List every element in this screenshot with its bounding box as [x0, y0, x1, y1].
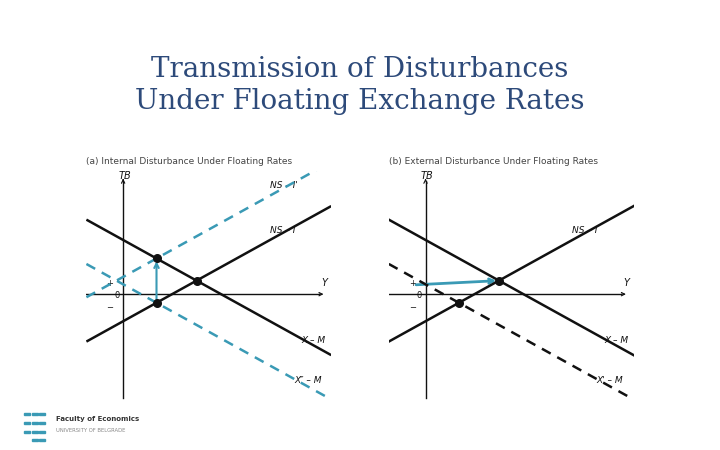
Text: Under Floating Exchange Rates: Under Floating Exchange Rates	[135, 88, 585, 115]
Point	[150, 299, 162, 306]
Text: 0: 0	[417, 291, 422, 300]
Text: X″ – M: X″ – M	[294, 376, 322, 385]
Text: X' – M: X' – M	[597, 376, 624, 385]
Text: +: +	[107, 279, 113, 288]
Text: NS – I': NS – I'	[270, 181, 298, 190]
Text: TB: TB	[118, 171, 131, 181]
Text: Transmission of Disturbances: Transmission of Disturbances	[151, 56, 569, 83]
Point	[191, 277, 202, 284]
Point	[150, 255, 162, 262]
Text: NS – I: NS – I	[572, 225, 598, 234]
Text: +: +	[409, 279, 415, 288]
Text: Y: Y	[321, 278, 328, 288]
Bar	[24, 422, 30, 424]
Point	[453, 299, 464, 306]
Text: −: −	[107, 303, 113, 312]
Text: NS – I: NS – I	[270, 225, 295, 234]
Point	[493, 277, 505, 284]
Bar	[24, 413, 30, 415]
Bar	[39, 413, 45, 415]
Bar	[39, 422, 45, 424]
Text: Y: Y	[624, 278, 630, 288]
Text: UNIVERSITY OF BELGRADE: UNIVERSITY OF BELGRADE	[56, 428, 125, 433]
Text: X – M: X – M	[604, 336, 629, 345]
Bar	[32, 422, 37, 424]
Text: TB: TB	[420, 171, 433, 181]
Bar	[24, 431, 30, 433]
Text: 0: 0	[114, 291, 120, 300]
Bar	[32, 431, 37, 433]
Text: −: −	[409, 303, 415, 312]
Bar	[32, 413, 37, 415]
Text: Faculty of Economics: Faculty of Economics	[56, 416, 140, 422]
Bar	[39, 439, 45, 441]
Text: X – M: X – M	[302, 336, 326, 345]
Text: (a) Internal Disturbance Under Floating Rates: (a) Internal Disturbance Under Floating …	[86, 157, 292, 166]
Bar	[39, 431, 45, 433]
Bar	[32, 439, 37, 441]
Text: (b) External Disturbance Under Floating Rates: (b) External Disturbance Under Floating …	[389, 157, 598, 166]
